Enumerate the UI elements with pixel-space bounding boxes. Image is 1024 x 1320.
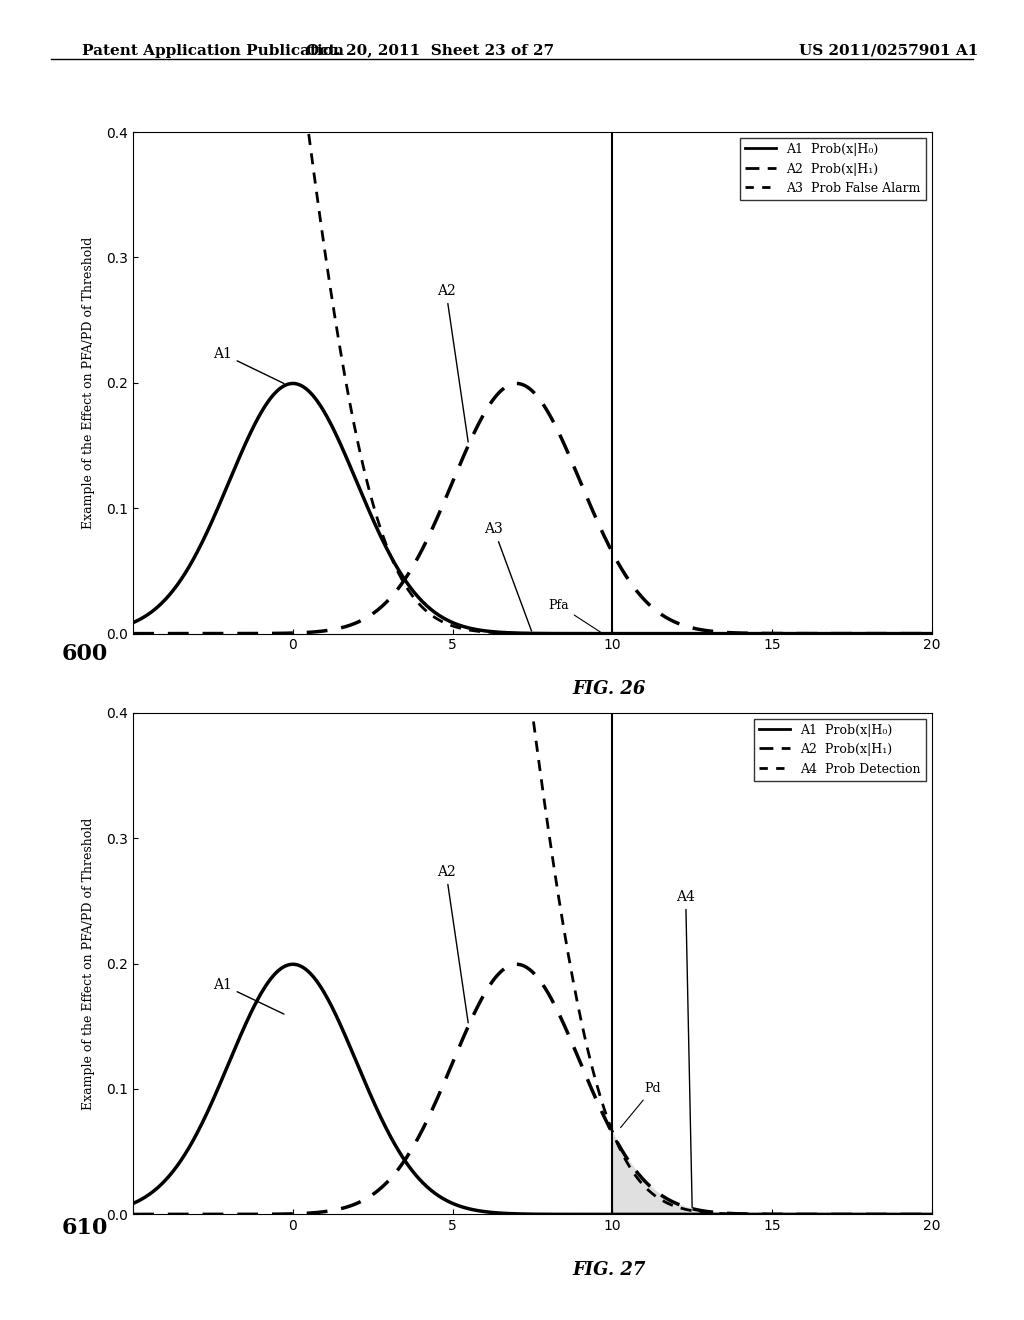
Text: FIG. 27: FIG. 27 — [572, 1261, 646, 1279]
Text: A3: A3 — [484, 523, 531, 631]
Legend: A1  Prob(x|H₀), A2  Prob(x|H₁), A3  Prob False Alarm: A1 Prob(x|H₀), A2 Prob(x|H₁), A3 Prob Fa… — [740, 139, 926, 199]
Text: FIG. 26: FIG. 26 — [572, 680, 646, 698]
Legend: A1  Prob(x|H₀), A2  Prob(x|H₁), A4  Prob Detection: A1 Prob(x|H₀), A2 Prob(x|H₁), A4 Prob De… — [754, 719, 926, 780]
Text: A4: A4 — [676, 890, 695, 1208]
Text: Pfa: Pfa — [549, 598, 600, 632]
Y-axis label: Example of the Effect on PFA/PD of Threshold: Example of the Effect on PFA/PD of Thres… — [82, 817, 95, 1110]
Text: A2: A2 — [436, 284, 468, 442]
Text: US 2011/0257901 A1: US 2011/0257901 A1 — [799, 44, 978, 58]
Text: A1: A1 — [213, 347, 284, 384]
Text: Oct. 20, 2011  Sheet 23 of 27: Oct. 20, 2011 Sheet 23 of 27 — [306, 44, 554, 58]
Text: A2: A2 — [436, 865, 468, 1023]
Text: Patent Application Publication: Patent Application Publication — [82, 44, 344, 58]
Text: A1: A1 — [213, 978, 284, 1014]
Text: 610: 610 — [61, 1217, 108, 1239]
Y-axis label: Example of the Effect on PFA/PD of Threshold: Example of the Effect on PFA/PD of Thres… — [82, 236, 95, 529]
Text: Pd: Pd — [621, 1082, 660, 1127]
Text: 600: 600 — [61, 643, 108, 665]
